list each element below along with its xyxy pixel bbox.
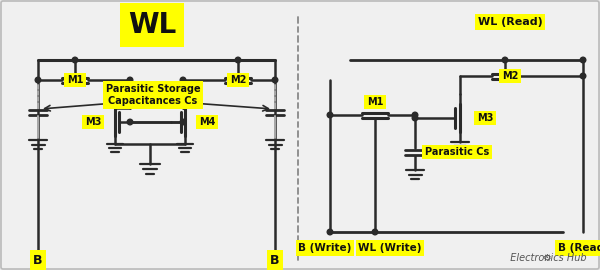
Circle shape <box>272 77 278 83</box>
Circle shape <box>180 77 186 83</box>
Circle shape <box>235 57 241 63</box>
Text: M1: M1 <box>367 97 383 107</box>
Text: B (Write): B (Write) <box>298 243 352 253</box>
Circle shape <box>127 77 133 83</box>
Circle shape <box>502 57 508 63</box>
Text: M2: M2 <box>230 75 246 85</box>
Text: Parasitic Storage
Capacitances Cs: Parasitic Storage Capacitances Cs <box>106 84 200 106</box>
Circle shape <box>412 115 418 121</box>
Circle shape <box>372 229 378 235</box>
Circle shape <box>327 229 333 235</box>
Circle shape <box>72 57 78 63</box>
Text: WL: WL <box>128 11 176 39</box>
Text: B: B <box>33 254 43 266</box>
Text: WL (Read): WL (Read) <box>478 17 542 27</box>
Circle shape <box>35 77 41 83</box>
Circle shape <box>580 57 586 63</box>
Circle shape <box>127 119 133 125</box>
Text: ⚙: ⚙ <box>542 253 551 263</box>
Text: B: B <box>270 254 280 266</box>
Text: M3: M3 <box>477 113 493 123</box>
Text: M1: M1 <box>67 75 83 85</box>
Circle shape <box>327 112 333 118</box>
Text: M4: M4 <box>199 117 215 127</box>
Text: M3: M3 <box>85 117 101 127</box>
Circle shape <box>412 112 418 118</box>
Text: WL (Write): WL (Write) <box>358 243 422 253</box>
Text: B (Read): B (Read) <box>557 243 600 253</box>
Circle shape <box>180 119 186 125</box>
Text: Parasitic Cs: Parasitic Cs <box>425 147 489 157</box>
Circle shape <box>580 73 586 79</box>
Text: M2: M2 <box>502 71 518 81</box>
Text: Electronics Hub: Electronics Hub <box>505 253 587 263</box>
